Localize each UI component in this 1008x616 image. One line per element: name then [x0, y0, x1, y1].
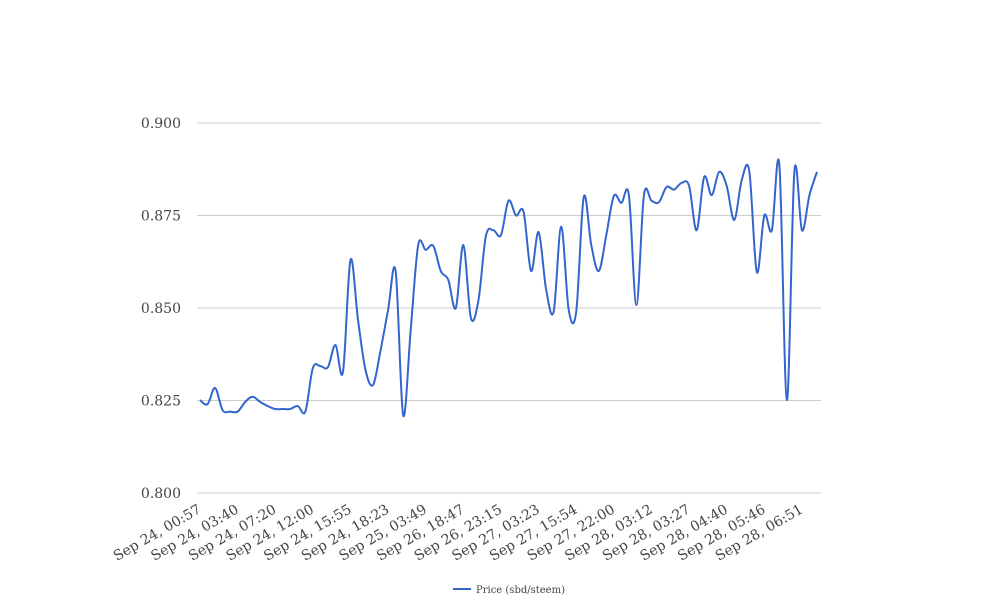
- y-tick-label: 0.800: [141, 486, 181, 502]
- legend-label: Price (sbd/steem): [476, 585, 565, 596]
- y-tick-label: 0.900: [141, 116, 181, 132]
- y-tick-label: 0.850: [141, 301, 181, 317]
- y-tick-label: 0.825: [141, 394, 181, 410]
- y-tick-label: 0.875: [141, 209, 181, 225]
- price-line: [199, 158, 818, 418]
